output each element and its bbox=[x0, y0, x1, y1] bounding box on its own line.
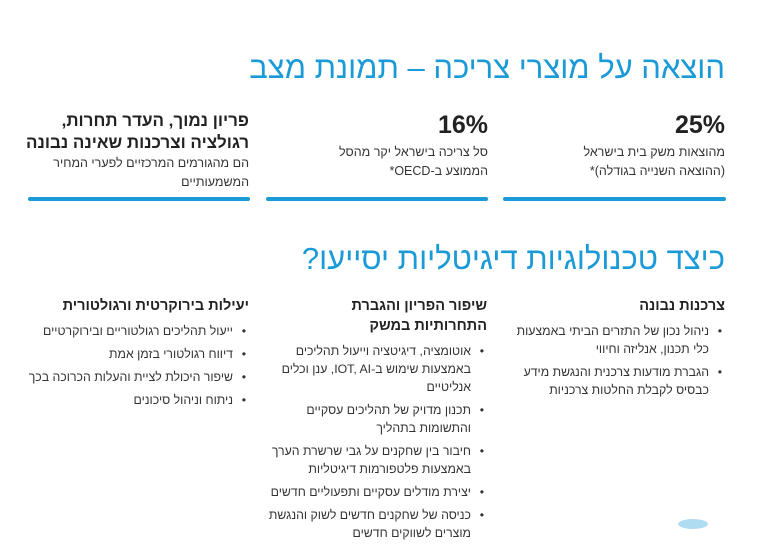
divider-bar bbox=[28, 197, 250, 201]
column-smart-consumption: צרכנות נבונה ניהול נכון של התזרים הביתי … bbox=[501, 296, 725, 404]
item-line: ניתוח וניהול סיכונים bbox=[133, 393, 233, 407]
column-bureaucratic-efficiency: יעילות בירוקרטית ורגולטורית ייעול תהליכי… bbox=[19, 296, 249, 414]
item-line: כניסה של שחקנים חדשים לשוק והנגשת bbox=[268, 508, 471, 522]
heading-line: יעילות בירוקרטית ורגולטורית bbox=[62, 298, 249, 314]
desc-line: המשמעותיים bbox=[181, 175, 249, 189]
stat-household-spending: 25% מהוצאות משק בית בישראל (ההוצאה השניי… bbox=[505, 110, 725, 181]
list-item: ניתוח וניהול סיכונים bbox=[19, 391, 249, 409]
item-line: כבסיס לקבלת החלטות צרכניות bbox=[549, 383, 709, 397]
desc-line: הממוצע ב-OECD* bbox=[389, 164, 488, 178]
bullet-list: ייעול תהליכים רגולטוריים ובירוקרטיים דיו… bbox=[19, 322, 249, 409]
desc-line: (ההוצאה השנייה בגודלה)* bbox=[589, 164, 725, 178]
section-title-current-state: הוצאה על מוצרי צריכה – תמונת מצב bbox=[249, 50, 725, 85]
item-line: באמצעות שימוש ב-IOT, AI, ענן וכלים bbox=[281, 362, 471, 376]
stat-value: 16% bbox=[437, 111, 488, 139]
column-heading: יעילות בירוקרטית ורגולטורית bbox=[19, 296, 249, 316]
desc-line: מהוצאות משק בית בישראל bbox=[583, 145, 725, 159]
heading-line: צרכנות נבונה bbox=[639, 298, 725, 314]
item-line: דיווח רגולטורי בזמן אמת bbox=[109, 347, 233, 361]
stat-description: הם מהגורמים המרכזיים לפערי המחיר המשמעות… bbox=[19, 154, 249, 192]
item-line: יצירת מודלים עסקיים ותפעוליים חדשים bbox=[270, 485, 471, 499]
section-title-digital-tech: כיצד טכנולוגיות דיגיטליות יסייעו? bbox=[301, 241, 725, 276]
item-line: ניהול נכון של התזרים הביתי באמצעות bbox=[516, 324, 709, 338]
item-line: כלי תכנון, אנליזה וחיווי bbox=[595, 342, 709, 356]
divider-bar bbox=[503, 197, 726, 201]
list-item: ניהול נכון של התזרים הביתי באמצעות כלי ת… bbox=[501, 322, 725, 358]
item-line: ייעול תהליכים רגולטוריים ובירוקרטיים bbox=[43, 324, 233, 338]
stat-basket-price: 16% סל צריכה בישראל יקר מהסל הממוצע ב-OE… bbox=[268, 110, 488, 181]
column-productivity: שיפור הפריון והגברת התחרותיות במשק אוטומ… bbox=[265, 296, 487, 547]
heading-line: שיפור הפריון והגברת bbox=[351, 298, 487, 314]
stat-description: מהוצאות משק בית בישראל (ההוצאה השנייה בג… bbox=[505, 143, 725, 181]
stat-headline: פריון נמוך, העדר תחרות, רגולציה וצרכנות … bbox=[19, 110, 249, 154]
desc-line: הם מהגורמים המרכזיים לפערי המחיר bbox=[53, 156, 249, 170]
decorative-shape bbox=[678, 519, 708, 529]
item-line: הגברת מודעות צרכנית והנגשת מידע bbox=[523, 365, 709, 379]
heading-line: התחרותיות במשק bbox=[369, 318, 487, 334]
item-line: אנליטיים bbox=[426, 380, 471, 394]
bullet-list: ניהול נכון של התזרים הביתי באמצעות כלי ת… bbox=[501, 322, 725, 399]
list-item: יצירת מודלים עסקיים ותפעוליים חדשים bbox=[265, 483, 487, 501]
list-item: תכנון מדויק של תהליכים עסקיים והתשומות ב… bbox=[265, 401, 487, 437]
item-line: מוצרים לשווקים חדשים bbox=[352, 526, 471, 540]
list-item: ייעול תהליכים רגולטוריים ובירוקרטיים bbox=[19, 322, 249, 340]
column-heading: שיפור הפריון והגברת התחרותיות במשק bbox=[265, 296, 487, 336]
list-item: חיבור בין שחקנים על גבי שרשרת הערך באמצע… bbox=[265, 442, 487, 478]
stat-description: סל צריכה בישראל יקר מהסל הממוצע ב-OECD* bbox=[268, 143, 488, 181]
headline-line: פריון נמוך, העדר תחרות, bbox=[61, 111, 249, 130]
item-line: באמצעות פלטפורמות דיגיטליות bbox=[308, 462, 471, 476]
item-line: אוטומציה, דיגיטציה וייעול תהליכים bbox=[295, 344, 471, 358]
stat-productivity-factors: פריון נמוך, העדר תחרות, רגולציה וצרכנות … bbox=[19, 110, 249, 192]
stat-value: 25% bbox=[674, 111, 725, 139]
list-item: דיווח רגולטורי בזמן אמת bbox=[19, 345, 249, 363]
bullet-list: אוטומציה, דיגיטציה וייעול תהליכים באמצעו… bbox=[265, 342, 487, 542]
column-heading: צרכנות נבונה bbox=[501, 296, 725, 316]
item-line: והתשומות בתהליך bbox=[376, 421, 471, 435]
desc-line: סל צריכה בישראל יקר מהסל bbox=[338, 145, 488, 159]
headline-line: רגולציה וצרכנות שאינה נבונה bbox=[26, 133, 249, 152]
list-item: כניסה של שחקנים חדשים לשוק והנגשת מוצרים… bbox=[265, 506, 487, 542]
item-line: תכנון מדויק של תהליכים עסקיים bbox=[306, 403, 471, 417]
divider-bar bbox=[266, 197, 488, 201]
item-line: חיבור בין שחקנים על גבי שרשרת הערך bbox=[271, 444, 471, 458]
list-item: הגברת מודעות צרכנית והנגשת מידע כבסיס לק… bbox=[501, 363, 725, 399]
item-line: שיפור היכולת לציית והעלות הכרוכה בכך bbox=[28, 370, 233, 384]
list-item: אוטומציה, דיגיטציה וייעול תהליכים באמצעו… bbox=[265, 342, 487, 396]
list-item: שיפור היכולת לציית והעלות הכרוכה בכך bbox=[19, 368, 249, 386]
